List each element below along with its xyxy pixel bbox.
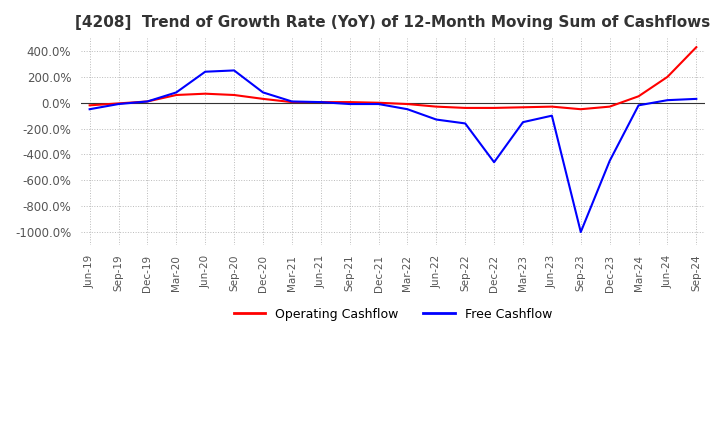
Legend: Operating Cashflow, Free Cashflow: Operating Cashflow, Free Cashflow: [229, 303, 557, 326]
Title: [4208]  Trend of Growth Rate (YoY) of 12-Month Moving Sum of Cashflows: [4208] Trend of Growth Rate (YoY) of 12-…: [76, 15, 711, 30]
